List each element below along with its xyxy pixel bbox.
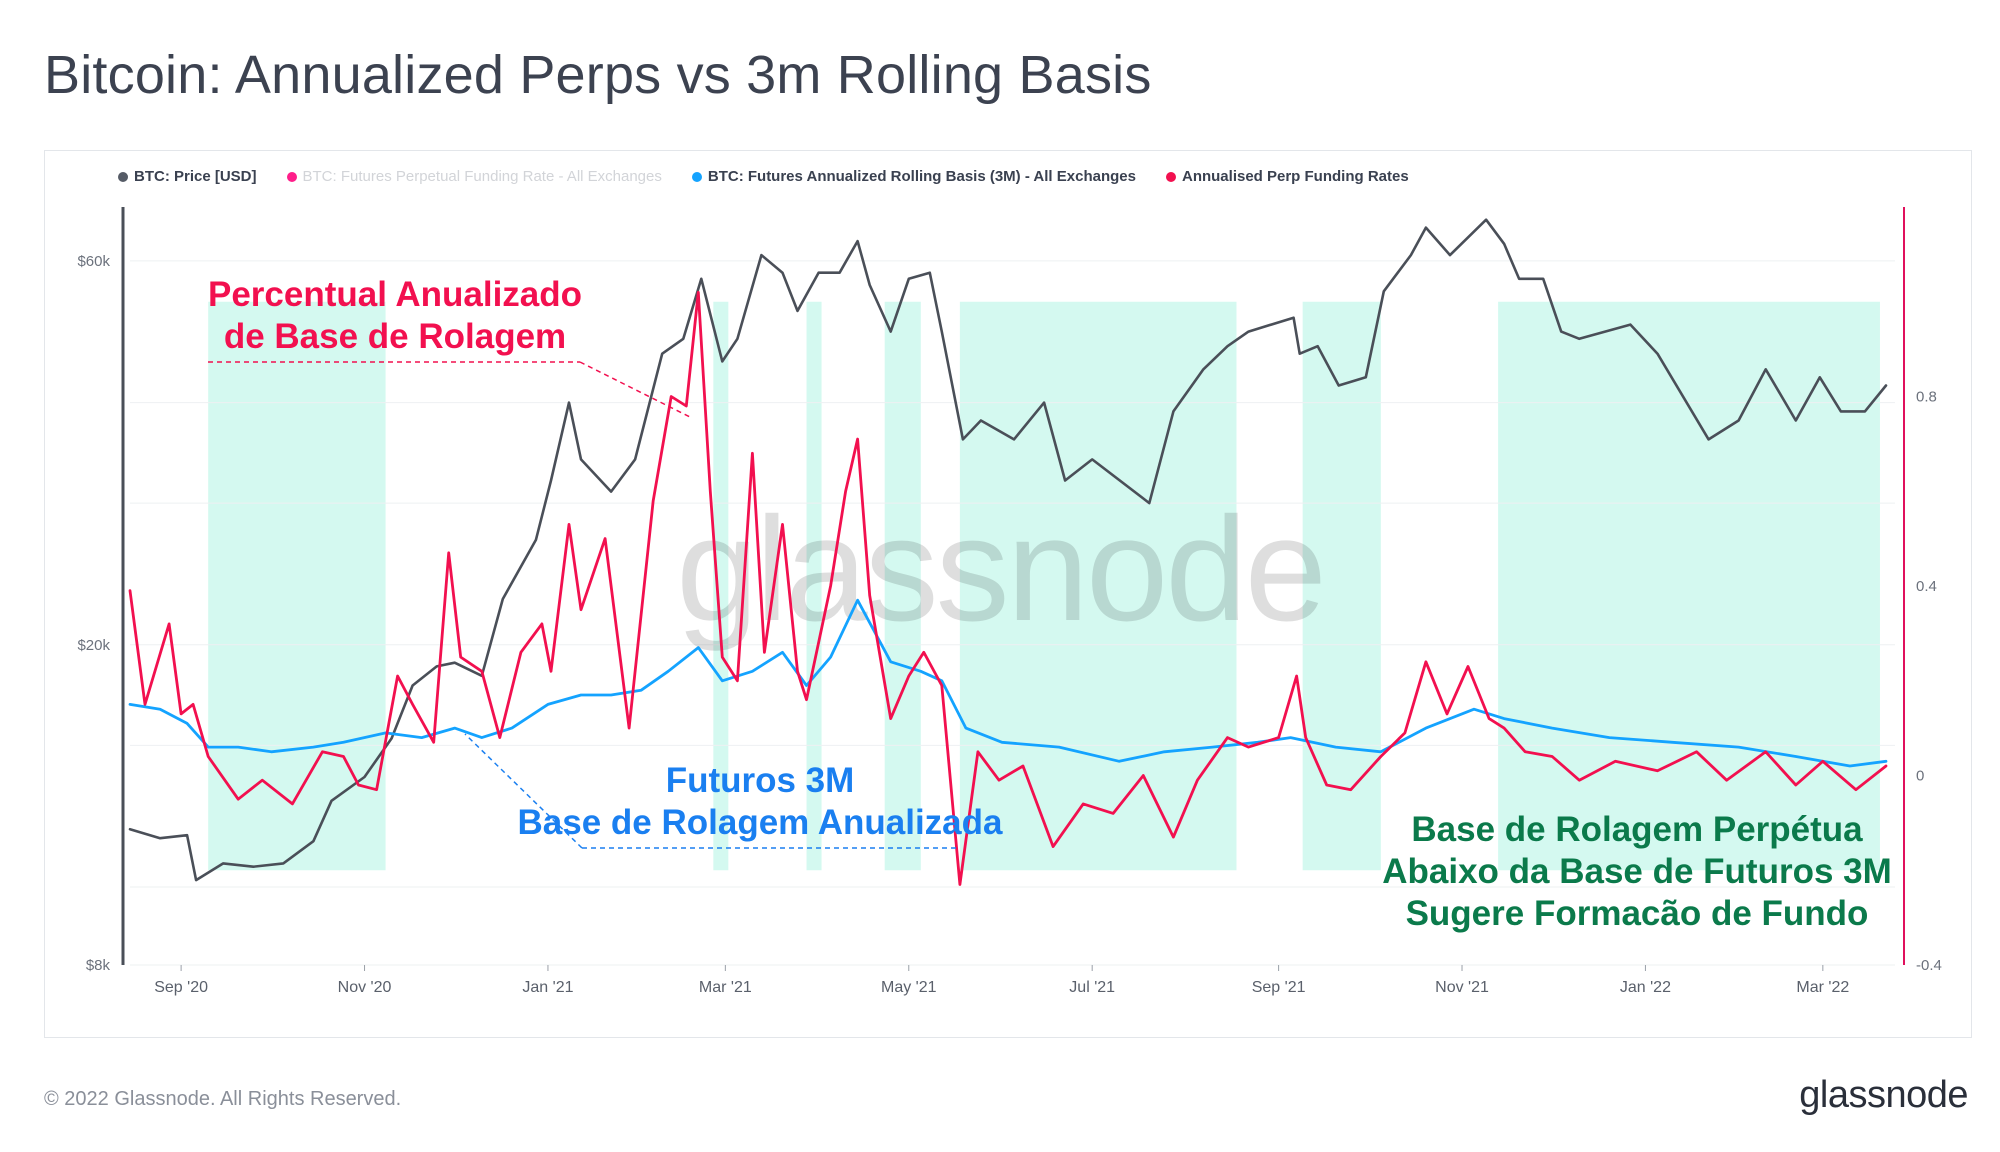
legend-item-basis[interactable]: BTC: Futures Annualized Rolling Basis (3… <box>691 168 1136 185</box>
legend-label-price: BTC: Price [USD] <box>134 168 257 185</box>
axes <box>121 207 1905 965</box>
x-tick-label: Nov '21 <box>1435 979 1489 996</box>
y-axis-right-ticks: -0.4 0 0.4 0.8 <box>1916 389 1942 975</box>
green-annotation-line2: Abaixo da Base de Futuros 3M <box>1382 852 1892 891</box>
legend-item-perp[interactable]: Annualised Perp Funding Rates <box>1165 168 1409 185</box>
green-annotation-line3: Sugere Formacão de Fundo <box>1406 894 1869 933</box>
green-annotation: Base de Rolagem Perpétua Abaixo da Base … <box>1382 810 1892 933</box>
legend-label-perp: Annualised Perp Funding Rates <box>1181 168 1409 185</box>
shaded-region-0 <box>208 301 386 871</box>
pink-annotation-line1: Percentual Anualizado <box>208 275 582 314</box>
legend-item-funding[interactable]: BTC: Futures Perpetual Funding Rate - Al… <box>286 168 662 185</box>
y-right-tick-label: 0 <box>1916 768 1924 785</box>
x-tick-label: Mar '22 <box>1796 979 1849 996</box>
shaded-region-6 <box>1498 301 1880 871</box>
shaded-region-5 <box>1302 301 1381 871</box>
x-tick-label: Sep '20 <box>154 979 208 996</box>
x-tick-label: Sep '21 <box>1252 979 1306 996</box>
basis-3m-line <box>128 598 1888 768</box>
watermark: glassnode <box>676 487 1324 652</box>
x-tick-label: Mar '21 <box>699 979 752 996</box>
blue-annotation-line1: Futuros 3M <box>666 761 855 800</box>
chart-legend: BTC: Price [USD] BTC: Futures Perpetual … <box>118 168 1409 185</box>
brand-logo: glassnode <box>1799 1074 1968 1116</box>
x-axis-ticks: Sep '20 Nov '20 Jan '21 Mar '21 May '21 Jul '… <box>154 965 1849 996</box>
pink-annotation: Percentual Anualizado de Base de Rolagem <box>208 275 582 356</box>
blue-annotation: Futuros 3M Base de Rolagem Anualizada <box>518 761 1003 842</box>
legend-dot-funding <box>286 171 297 182</box>
shaded-region-1 <box>713 301 729 871</box>
shaded-regions <box>208 301 1880 871</box>
pink-annotation-leader <box>579 361 693 419</box>
x-tick-label: Jan '22 <box>1620 979 1671 996</box>
copyright-footer: © 2022 Glassnode. All Rights Reserved. <box>44 1088 402 1110</box>
y-left-tick-label: $8k <box>86 957 111 974</box>
gridlines <box>130 260 1895 966</box>
shaded-region-3 <box>884 301 921 871</box>
perp-funding-line <box>128 290 1888 886</box>
shaded-region-2 <box>806 301 822 871</box>
y-left-tick-label: $60k <box>77 253 110 270</box>
series-lines <box>128 218 1888 886</box>
y-axis-left-ticks: $8k $20k $60k <box>77 253 110 974</box>
blue-annotation-leader <box>464 733 583 849</box>
y-left-tick-label: $20k <box>77 637 110 654</box>
y-right-tick-label: 0.8 <box>1916 389 1937 406</box>
blue-annotation-line2: Base de Rolagem Anualizada <box>518 803 1003 842</box>
legend-item-price[interactable]: BTC: Price [USD] <box>118 168 257 185</box>
legend-dot-price <box>118 171 128 182</box>
y-right-tick-label: 0.4 <box>1916 578 1937 595</box>
green-annotation-line1: Base de Rolagem Perpétua <box>1411 810 1863 849</box>
y-right-tick-label: -0.4 <box>1916 957 1942 974</box>
page-title: Bitcoin: Annualized Perps vs 3m Rolling … <box>44 45 1152 105</box>
pink-annotation-line2: de Base de Rolagem <box>224 317 566 356</box>
legend-dot-perp <box>1165 171 1176 182</box>
legend-label-basis: BTC: Futures Annualized Rolling Basis (3… <box>707 168 1136 185</box>
x-tick-label: May '21 <box>881 979 937 996</box>
legend-dot-basis <box>691 171 702 182</box>
legend-label-funding: BTC: Futures Perpetual Funding Rate - Al… <box>302 168 662 185</box>
x-tick-label: Jul '21 <box>1069 979 1115 996</box>
x-tick-label: Jan '21 <box>522 979 573 996</box>
x-tick-label: Nov '20 <box>338 979 392 996</box>
